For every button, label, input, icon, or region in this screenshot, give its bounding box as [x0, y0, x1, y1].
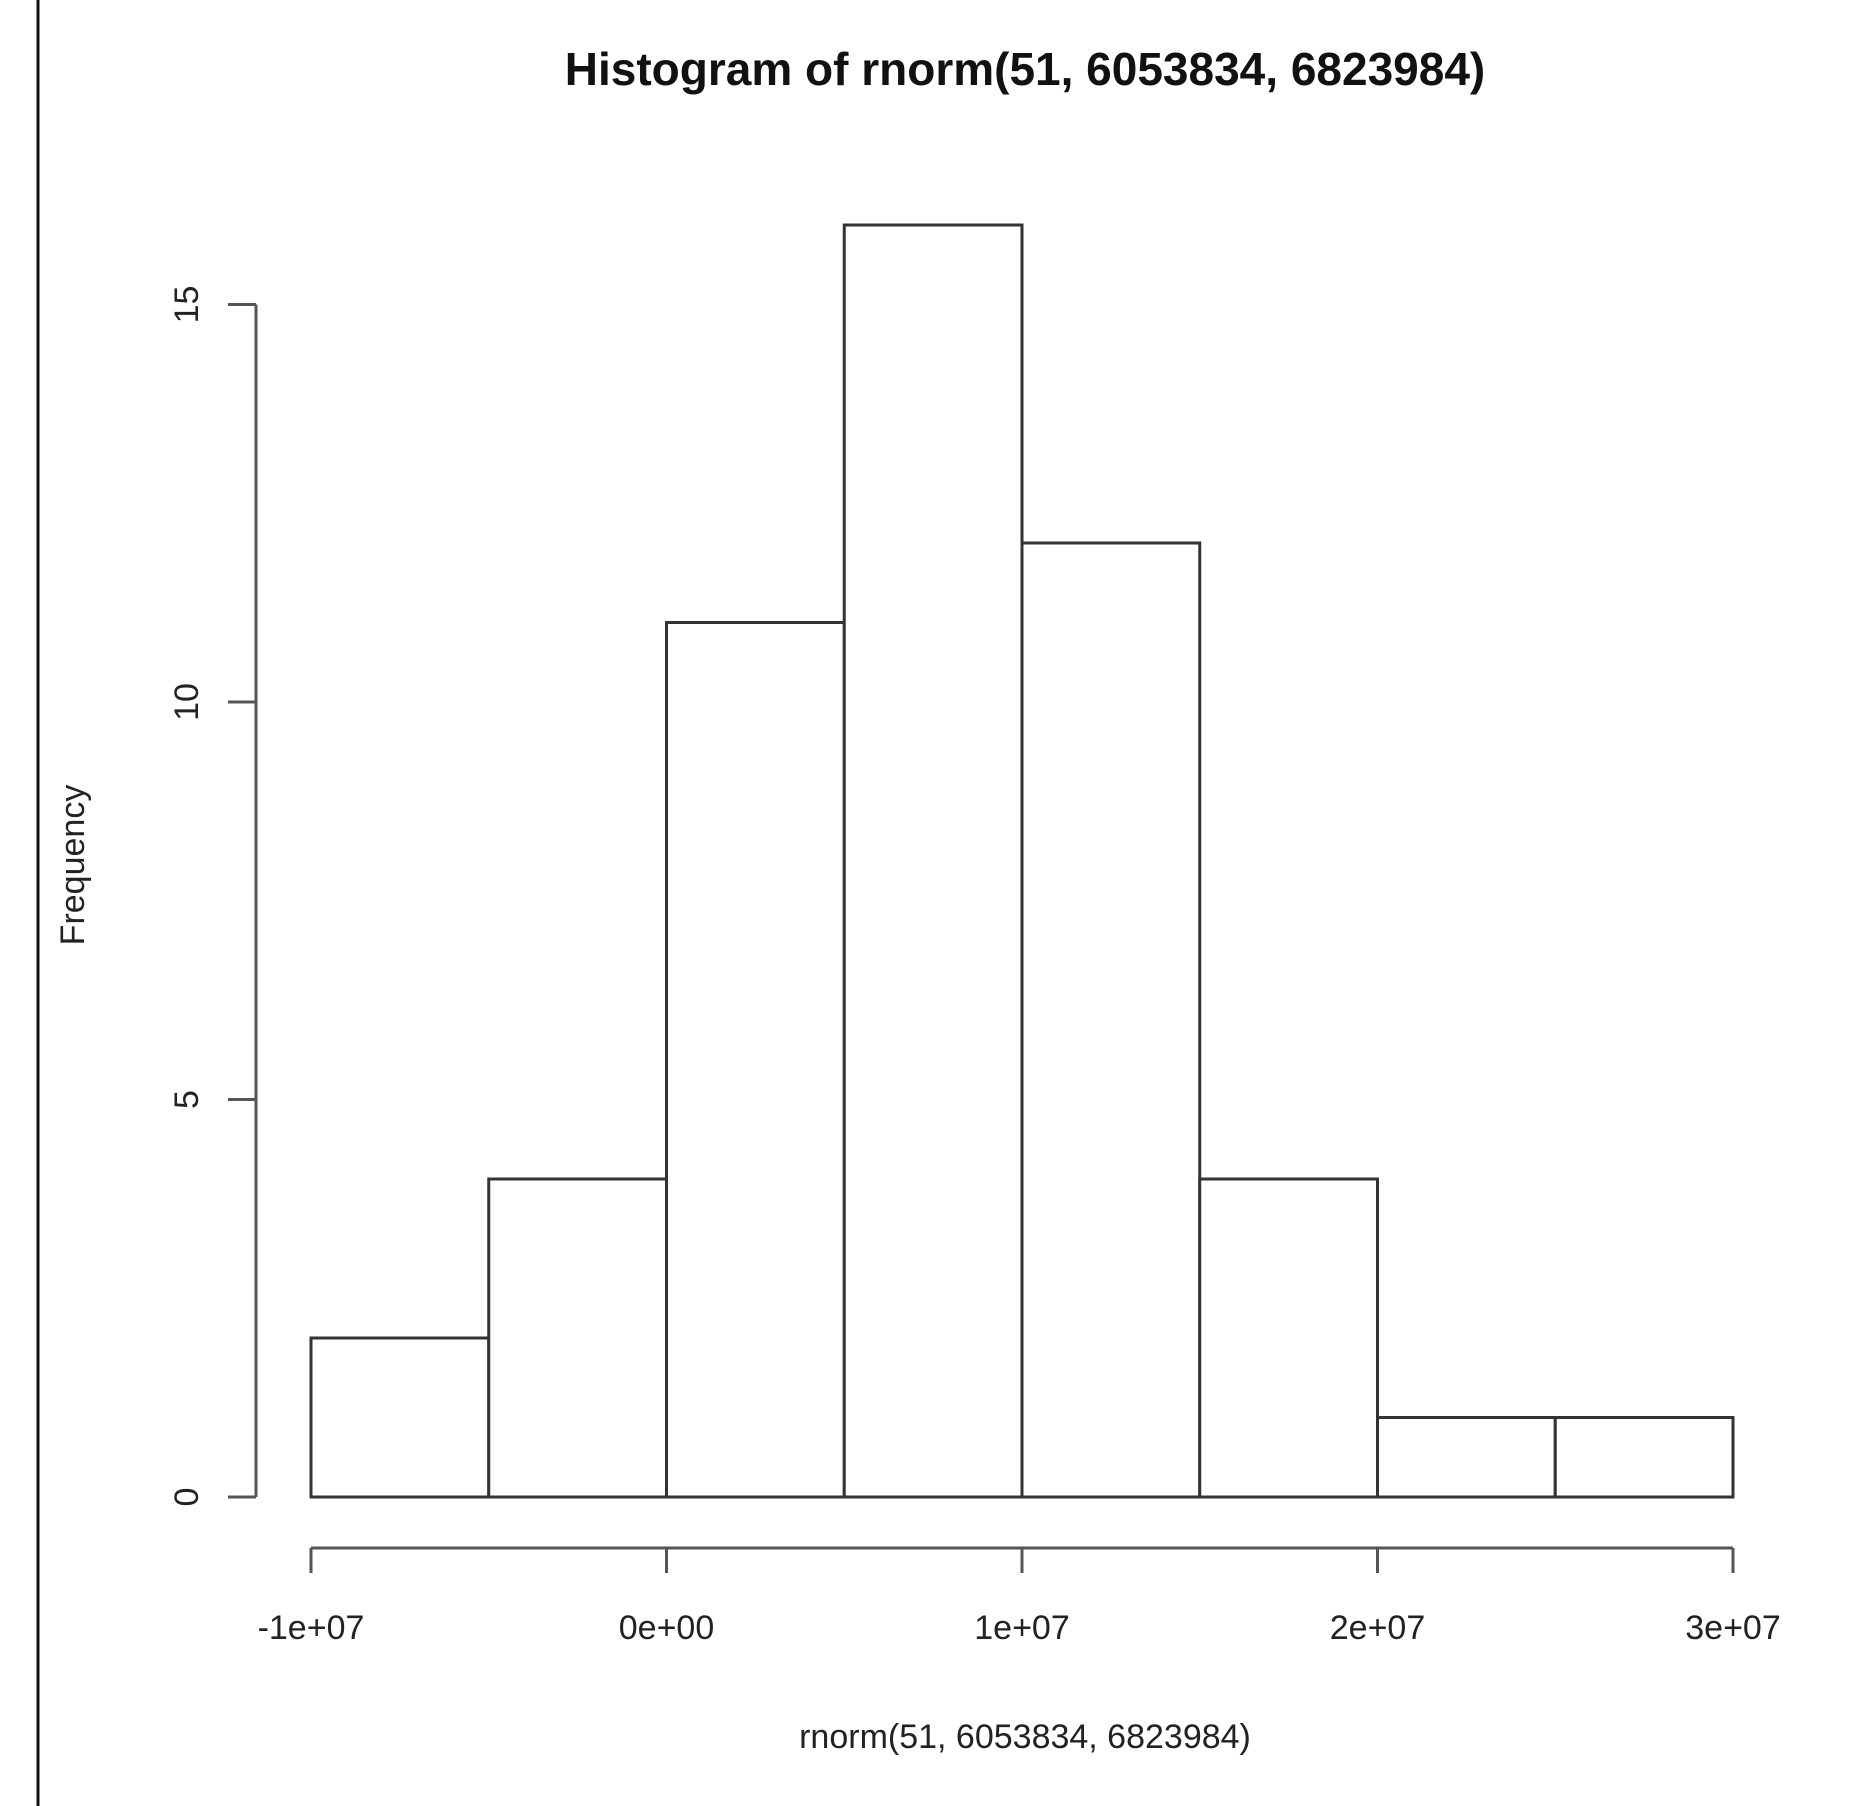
y-tick-label: 5	[168, 1090, 206, 1109]
y-axis-label: Frequency	[54, 785, 92, 946]
y-tick-label: 0	[168, 1488, 206, 1507]
x-tick-label: 1e+07	[974, 1609, 1070, 1647]
x-tick-label: 0e+00	[619, 1609, 715, 1647]
histogram-bar	[1376, 1416, 1557, 1499]
y-tick-label: 15	[168, 286, 206, 324]
histogram-bar	[1198, 1177, 1379, 1499]
histogram-bar	[1553, 1416, 1735, 1499]
y-axis: 0 5 10 15	[168, 286, 258, 1507]
histogram-bar	[842, 223, 1024, 1499]
histogram-bar	[1020, 541, 1202, 1499]
chart-title: Histogram of rnorm(51, 6053834, 6823984)	[565, 43, 1485, 95]
histogram-bar	[487, 1177, 668, 1499]
histogram-bar	[665, 621, 846, 1499]
x-axis: -1e+07 0e+00 1e+07 2e+07 3e+07	[258, 1546, 1781, 1647]
x-tick-label: -1e+07	[258, 1609, 365, 1647]
bars-group	[309, 223, 1735, 1499]
x-tick-label: 2e+07	[1330, 1609, 1426, 1647]
x-axis-label: rnorm(51, 6053834, 6823984)	[799, 1718, 1251, 1756]
y-tick-label: 10	[168, 683, 206, 721]
x-tick-label: 3e+07	[1685, 1609, 1781, 1647]
histogram-bar	[309, 1336, 491, 1499]
